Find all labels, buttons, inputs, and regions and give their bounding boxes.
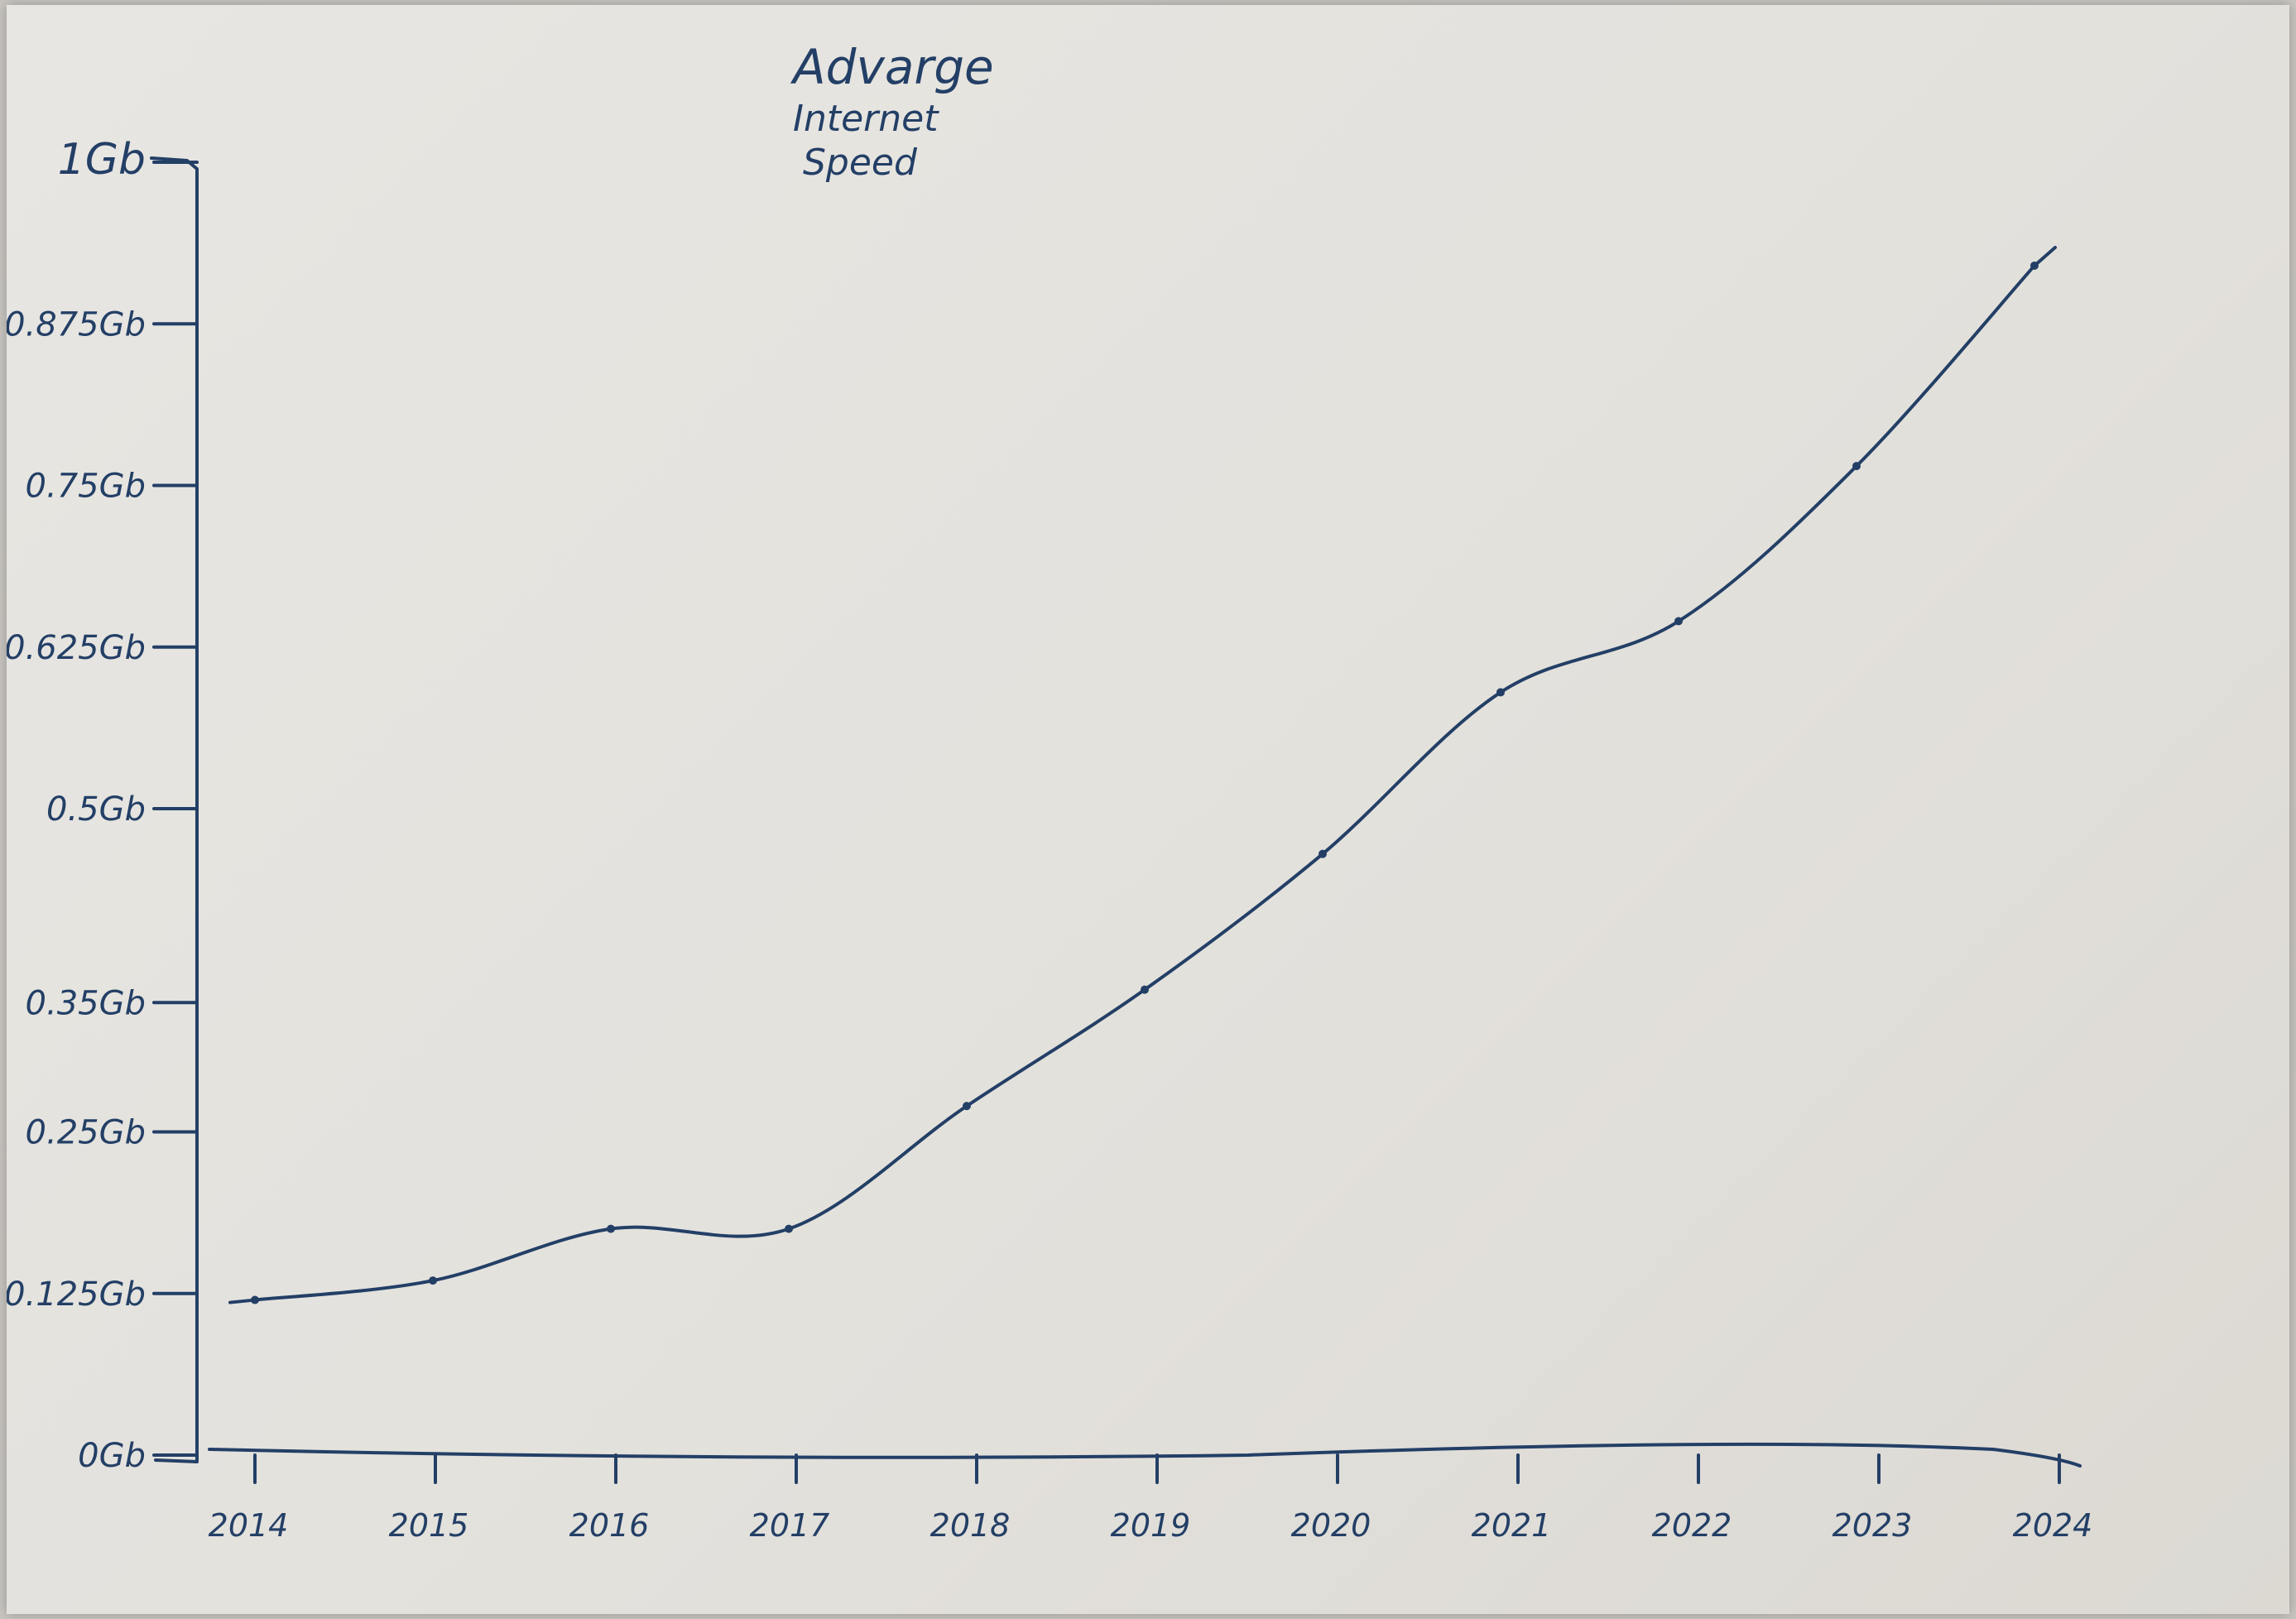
y-tick-label: 0.625Gb [7,629,146,667]
data-point [1496,688,1505,697]
x-tick-label: 2022 [1652,1507,1732,1544]
x-tick-label: 2020 [1291,1507,1371,1544]
y-tick-label: 0Gb [78,1437,146,1475]
x-tick-label: 2024 [2013,1507,2093,1544]
data-point [429,1276,437,1285]
x-axis-line [208,1442,2082,1468]
y-tick-label: 1Gb [58,135,146,185]
x-tick-label: 2019 [1111,1507,1191,1544]
axes [150,156,2082,1468]
chart-svg: Advarge Internet Speed 0Gb0.125Gb0.25Gb0… [7,39,2093,1544]
x-axis-ticks: 2014 2015 2016 2017 2018 2019 2020 2021 2022 2023… [209,1453,2093,1544]
y-axis-line [150,156,199,1463]
y-tick-label: 0.5Gb [46,790,146,829]
x-tick-label: 2017 [750,1507,830,1544]
y-axis-ticks: 0Gb 0.125Gb 0.25Gb 0.35Gb 0.5Gb 0.625Gb 0.75Gb… [7,135,199,1475]
data-point [1319,849,1327,858]
data-point [2030,261,2039,270]
data-point [1852,462,1861,471]
chart-title-line-2: Internet [793,98,939,140]
data-point [251,1295,259,1304]
chart-title: Advarge Internet Speed [790,39,994,184]
y-tick-label: 0.125Gb [7,1276,146,1314]
y-tick-label: 0.875Gb [7,305,146,343]
chart-title-line-1: Advarge [790,39,994,95]
data-point [607,1224,615,1233]
x-tick-label: 2018 [930,1507,1011,1544]
x-tick-label: 2014 [209,1507,289,1544]
paper-sheet: Advarge Internet Speed 0Gb 0.125Gb 0.25Gb 0… [7,5,2289,1614]
data-point [963,1102,971,1111]
x-tick-label: 2016 [569,1507,650,1544]
x-tick-label: 2015 [389,1507,469,1544]
y-tick-label: 0.75Gb [26,468,146,506]
data-point [1141,985,1149,994]
y-tick-label: 0.25Gb [26,1114,146,1152]
x-tick-label: 2021 [1472,1507,1552,1544]
y-tick-label: 0.35Gb [26,984,146,1022]
data-point [785,1224,793,1233]
x-tick-label: 2023 [1832,1507,1913,1544]
series-line [228,245,2057,1304]
chart-title-line-3: Speed [803,142,918,184]
data-point [1674,617,1683,626]
series-layer [228,245,2057,1304]
